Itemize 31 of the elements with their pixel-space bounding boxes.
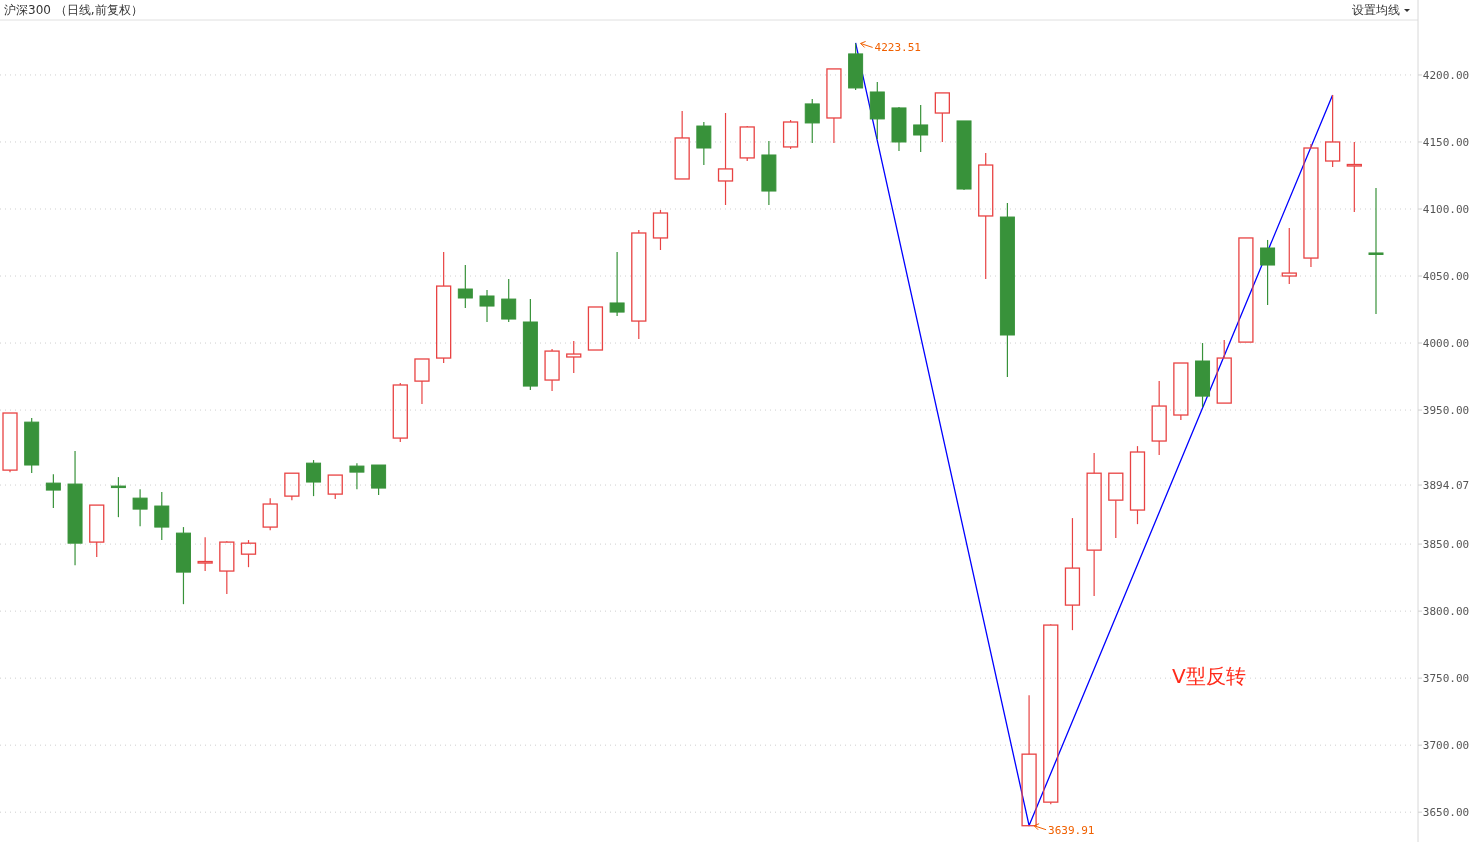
candlestick: [1086, 452, 1102, 597]
y-tick-label: 4150.00: [1422, 135, 1470, 149]
candlestick: [479, 289, 495, 323]
candlestick: [197, 536, 213, 572]
y-tick-label: 3850.00: [1422, 538, 1470, 552]
y-tick-label: 3950.00: [1422, 404, 1470, 418]
candlestick: [1303, 143, 1319, 268]
y-tick-label: 3700.00: [1422, 739, 1470, 753]
chart-title: 沪深300 （日线,前复权）: [4, 3, 143, 17]
candlestick: [1064, 517, 1081, 631]
y-tick-label: 4100.00: [1422, 203, 1470, 216]
y-tick-label: 4200.00: [1422, 68, 1470, 82]
y-tick-label: 3650.00: [1422, 806, 1470, 820]
candlestick: [132, 488, 148, 527]
candlestick: [717, 112, 734, 206]
candlestick: [1346, 141, 1362, 213]
annotation: 4223.51: [874, 41, 921, 55]
y-tick-label: 4050.00: [1422, 270, 1470, 284]
candlestick: [609, 251, 625, 317]
text: 设置均线: [1352, 3, 1400, 17]
candlestick: [1368, 187, 1384, 315]
candlestick: [67, 450, 83, 566]
candlestick: [544, 348, 560, 392]
y-tick-label: 3894.07: [1422, 479, 1470, 493]
y-tick-label: 3750.00: [1422, 672, 1470, 686]
candlestick: [349, 462, 365, 490]
annotation: 3639.91: [1048, 823, 1095, 837]
candlestick: [761, 140, 777, 206]
y-tick-label: 4000.00: [1422, 337, 1470, 351]
annotation: V型反转: [1172, 664, 1246, 688]
y-tick-label: 3800.00: [1422, 605, 1470, 619]
